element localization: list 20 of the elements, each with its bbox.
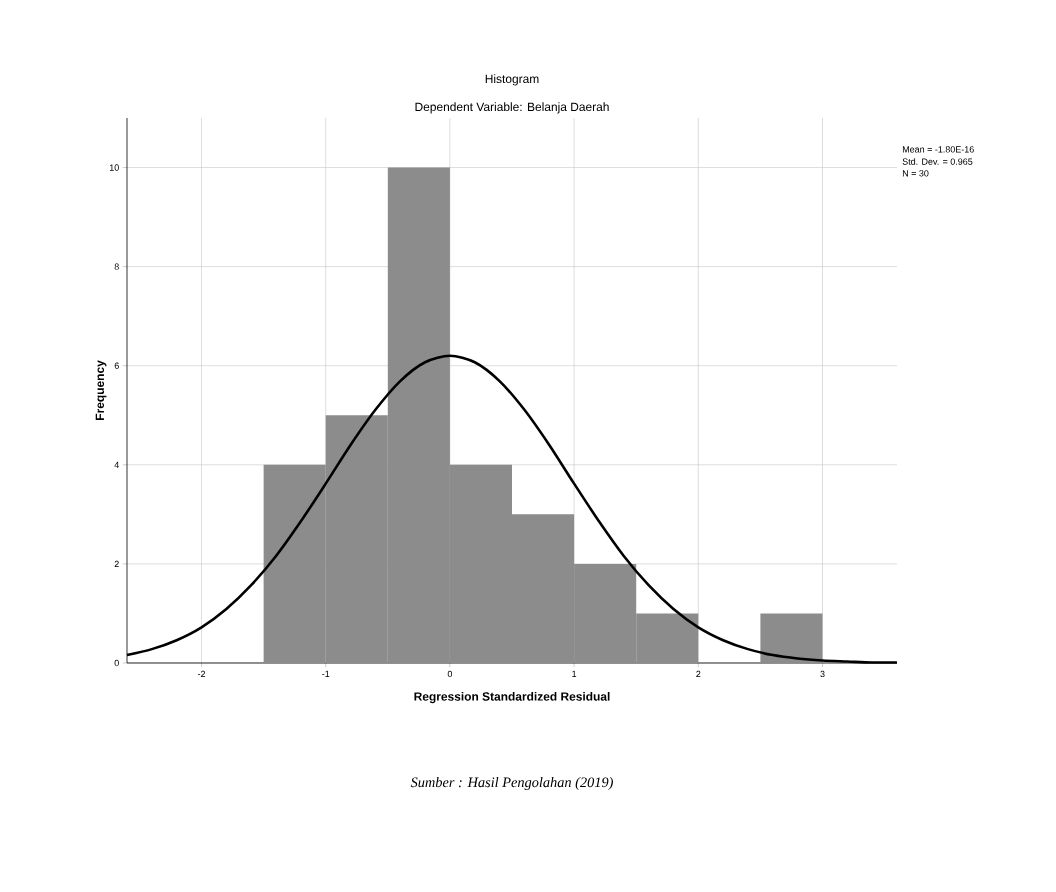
x-tick-label: 2 (696, 670, 701, 678)
y-tick-label: 10 (109, 164, 119, 171)
chart-subtitle: Dependent Variable: Belanja Daerah (415, 102, 609, 114)
text: Sumber : Hasil Pengolahan (2019) (410, 777, 613, 791)
y-tick-label: 0 (114, 659, 119, 667)
x-tick-label: 1 (572, 670, 577, 677)
chart-title: Histogram (485, 74, 539, 86)
text: Mean = -1.80E-16 (902, 146, 974, 153)
x-tick-label: -2 (197, 670, 206, 678)
text: N = 30 (902, 170, 929, 177)
text: Std. Dev. = 0.965 (902, 158, 973, 165)
y-tick-label: 8 (114, 263, 119, 270)
x-axis-title: Regression Standardized Residual (414, 691, 610, 704)
x-tick-label: -1 (322, 670, 330, 677)
y-tick-label: 2 (114, 560, 119, 568)
x-tick-label: 0 (447, 670, 453, 678)
y-axis-title: Frequency (95, 360, 107, 420)
y-tick-label: 6 (114, 362, 119, 369)
y-tick-label: 4 (114, 461, 119, 468)
x-tick-label: 3 (820, 670, 825, 678)
